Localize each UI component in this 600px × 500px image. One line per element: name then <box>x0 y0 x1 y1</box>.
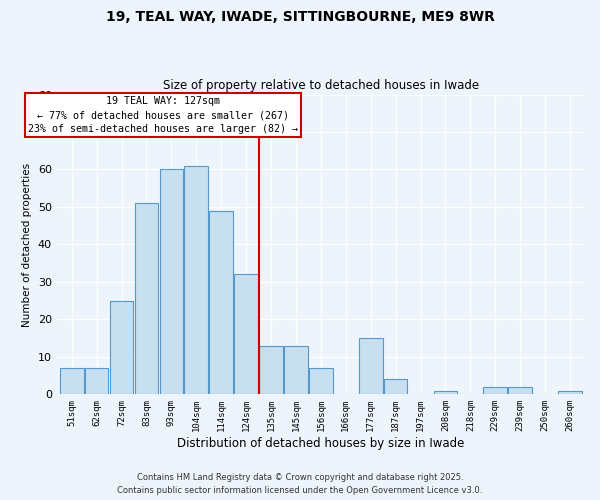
Bar <box>309 368 333 394</box>
Bar <box>160 170 183 394</box>
Bar <box>209 210 233 394</box>
Bar <box>508 387 532 394</box>
Bar <box>384 380 407 394</box>
Bar <box>184 166 208 394</box>
Bar <box>484 387 507 394</box>
Title: Size of property relative to detached houses in Iwade: Size of property relative to detached ho… <box>163 79 479 92</box>
Bar <box>134 203 158 394</box>
Bar <box>235 274 258 394</box>
Text: 19, TEAL WAY, IWADE, SITTINGBOURNE, ME9 8WR: 19, TEAL WAY, IWADE, SITTINGBOURNE, ME9 … <box>106 10 494 24</box>
Y-axis label: Number of detached properties: Number of detached properties <box>22 162 32 326</box>
Bar <box>558 390 582 394</box>
Bar <box>284 346 308 395</box>
Bar <box>434 390 457 394</box>
Bar <box>110 300 133 394</box>
Bar <box>60 368 83 394</box>
X-axis label: Distribution of detached houses by size in Iwade: Distribution of detached houses by size … <box>177 437 464 450</box>
Bar <box>259 346 283 395</box>
Bar <box>85 368 109 394</box>
Text: 19 TEAL WAY: 127sqm
← 77% of detached houses are smaller (267)
23% of semi-detac: 19 TEAL WAY: 127sqm ← 77% of detached ho… <box>28 96 298 134</box>
Bar <box>359 338 383 394</box>
Text: Contains HM Land Registry data © Crown copyright and database right 2025.
Contai: Contains HM Land Registry data © Crown c… <box>118 474 482 495</box>
